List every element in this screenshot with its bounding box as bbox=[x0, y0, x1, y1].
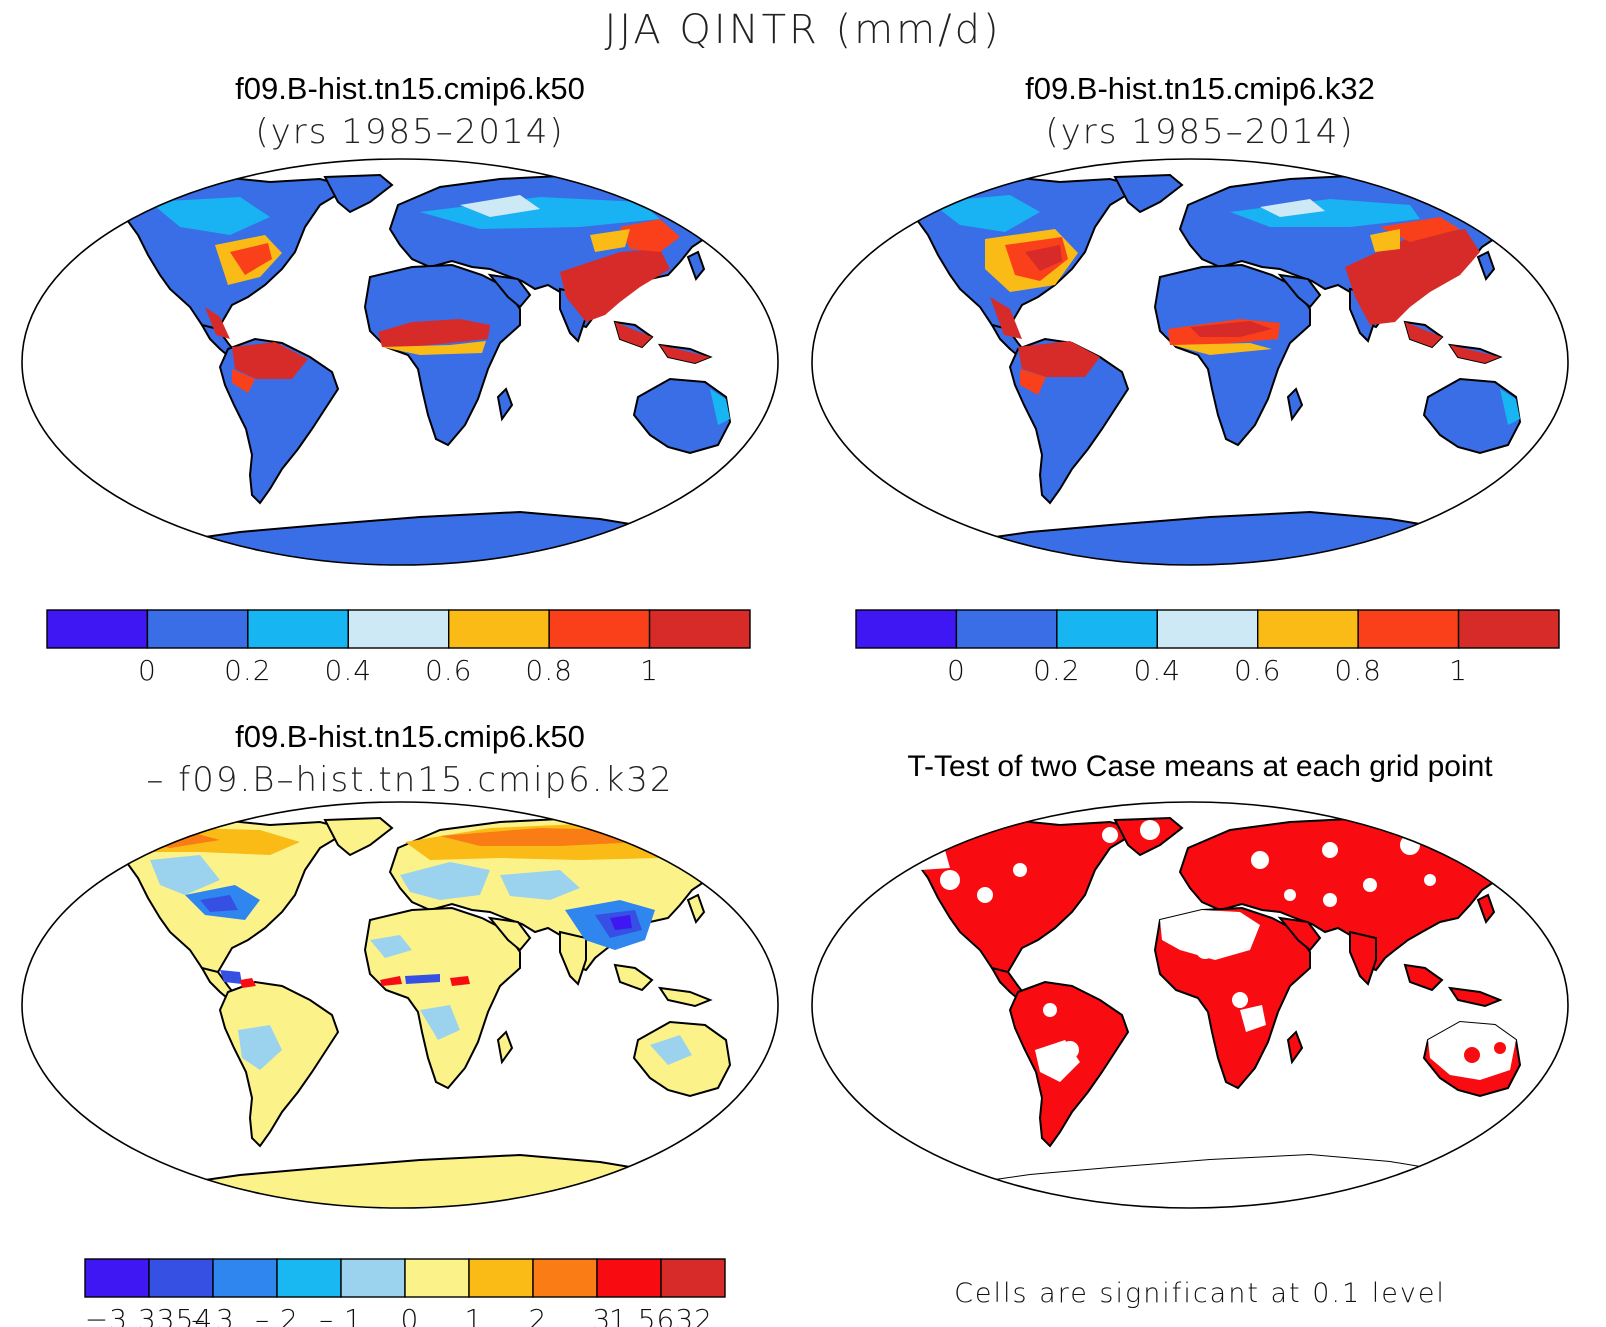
cb-diff-swatch-0 bbox=[84, 1258, 150, 1298]
colorbar-diff: −3.3354–.3 –.2 –.1 .0 .1 .2 .31.5632 bbox=[84, 1258, 726, 1327]
cb-k32-swatch-5 bbox=[1357, 609, 1460, 649]
cb-k50-tick-label-4: 0.8 bbox=[525, 654, 573, 687]
cb-k50-swatch-5 bbox=[548, 609, 651, 649]
cb-diff-tick-label-7: .3 bbox=[583, 1303, 612, 1327]
cb-k32-swatch-1 bbox=[955, 609, 1058, 649]
cb-k50-tick-label-2: 0.4 bbox=[325, 654, 373, 687]
cb-k32-tick-label-2: 0.4 bbox=[1134, 654, 1182, 687]
cb-diff-swatch-4 bbox=[340, 1258, 406, 1298]
panel-k32-subtitle: (yrs 1985–2014) bbox=[1045, 112, 1355, 152]
cb-k32-tick-label-0: 0 bbox=[947, 654, 966, 687]
cb-k32-swatch-2 bbox=[1056, 609, 1158, 649]
map-ttest bbox=[811, 801, 1569, 1209]
cb-k32-swatch-6 bbox=[1457, 609, 1560, 649]
panel-diff-subtitle: – f09.B–hist.tn15.cmip6.k32 bbox=[146, 760, 674, 800]
cb-k50-swatch-3 bbox=[347, 609, 450, 649]
cb-k32-tick-label-3: 0.6 bbox=[1234, 654, 1282, 687]
land-significant bbox=[897, 817, 1557, 1208]
cb-diff-swatch-8 bbox=[596, 1258, 662, 1298]
cb-diff-tick-label-0: −3.3354 bbox=[85, 1303, 213, 1327]
cb-diff-tick-label-3: –.1 bbox=[319, 1303, 363, 1327]
cb-k32-tick-label-1: 0.2 bbox=[1033, 654, 1081, 687]
cb-diff-swatch-9 bbox=[660, 1258, 726, 1298]
cb-k32-swatch-4 bbox=[1257, 609, 1359, 649]
cb-k50-swatch-2 bbox=[247, 609, 349, 649]
globe-outline-k32 bbox=[811, 158, 1569, 566]
panel-k50-title: f09.B-hist.tn15.cmip6.k50 bbox=[235, 71, 585, 106]
panel-k32-title: f09.B-hist.tn15.cmip6.k32 bbox=[1025, 71, 1375, 106]
cb-k32-swatch-3 bbox=[1156, 609, 1259, 649]
panel-k50-subtitle: (yrs 1985–2014) bbox=[255, 112, 565, 152]
figure-title: JJA QINTR (mm/d) bbox=[604, 7, 1002, 53]
globe-outline-k50 bbox=[21, 158, 779, 566]
cb-diff-tick-label-5: .1 bbox=[455, 1303, 484, 1327]
cb-diff-swatch-6 bbox=[468, 1258, 534, 1298]
map-k32 bbox=[811, 158, 1569, 566]
colorbar-k50: 0 0.2 0.4 0.6 0.8 1 bbox=[46, 609, 751, 687]
map-k50 bbox=[21, 158, 779, 566]
cb-k50-swatch-4 bbox=[448, 609, 550, 649]
cb-diff-tick-label-6: .2 bbox=[519, 1303, 548, 1327]
cb-diff-swatch-7 bbox=[532, 1258, 598, 1298]
ttest-significance-note: Cells are significant at 0.1 level bbox=[954, 1278, 1446, 1309]
cb-diff-swatch-3 bbox=[276, 1258, 342, 1298]
cb-k50-tick-label-5: 1 bbox=[640, 654, 659, 687]
map-diff bbox=[21, 801, 779, 1209]
cb-diff-swatch-5 bbox=[404, 1258, 470, 1298]
panel-ttest-title: T-Test of two Case means at each grid po… bbox=[907, 750, 1493, 783]
panel-diff-title: f09.B-hist.tn15.cmip6.k50 bbox=[235, 719, 585, 754]
globe-outline-diff bbox=[21, 801, 779, 1209]
cb-diff-tick-label-8: 1.5632 bbox=[609, 1303, 713, 1327]
cb-k50-swatch-1 bbox=[146, 609, 249, 649]
colorbar-k32: 0 0.2 0.4 0.6 0.8 1 bbox=[855, 609, 1560, 687]
cb-k50-swatch-6 bbox=[648, 609, 751, 649]
cb-k32-tick-label-4: 0.8 bbox=[1334, 654, 1382, 687]
globe-outline-ttest bbox=[811, 801, 1569, 1209]
cb-diff-tick-label-4: .0 bbox=[391, 1303, 420, 1327]
cb-k50-swatch-0 bbox=[46, 609, 149, 649]
cb-k32-swatch-0 bbox=[855, 609, 958, 649]
cb-k50-tick-label-3: 0.6 bbox=[425, 654, 473, 687]
cb-diff-swatch-1 bbox=[148, 1258, 214, 1298]
cb-diff-tick-label-2: –.2 bbox=[255, 1303, 299, 1327]
cb-k50-tick-label-0: 0 bbox=[138, 654, 157, 687]
cb-k32-tick-label-5: 1 bbox=[1449, 654, 1468, 687]
cb-diff-swatch-2 bbox=[212, 1258, 278, 1298]
cb-diff-tick-label-1: –.3 bbox=[191, 1303, 235, 1327]
cb-k50-tick-label-1: 0.2 bbox=[224, 654, 272, 687]
